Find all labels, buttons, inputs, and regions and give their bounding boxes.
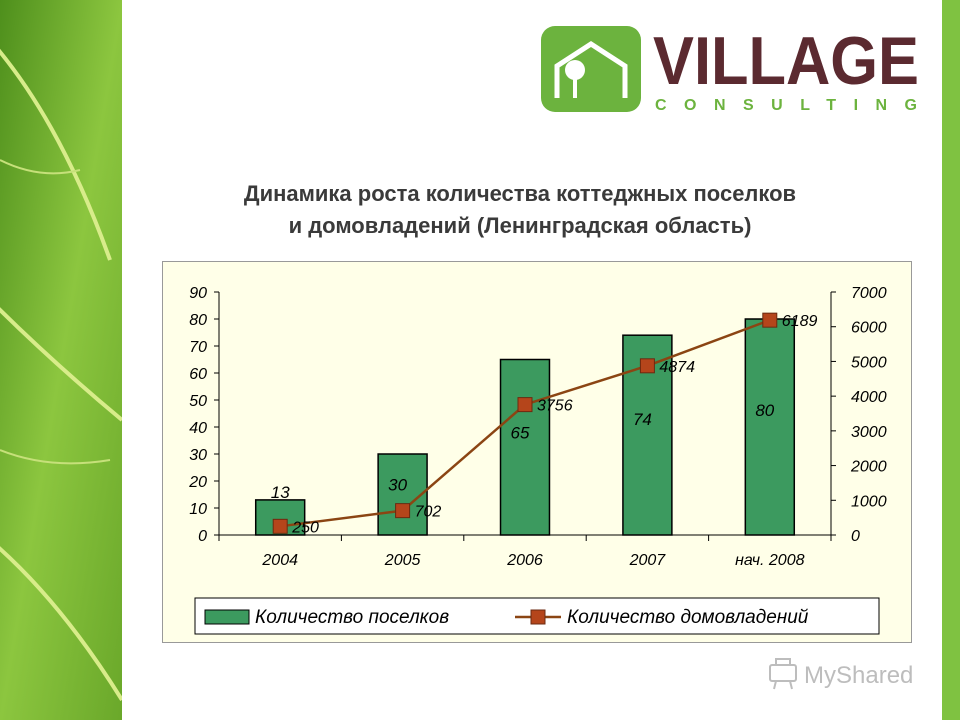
chart-panel: 0 10 20 30 40 50 60 70 80 90 0 1000 2000 3000 4000 5000… [162,261,912,643]
right-tick-label: 3000 [851,424,887,441]
left-tick-label: 90 [189,285,207,302]
line-value-label: 702 [415,504,442,521]
left-tick-label: 70 [189,339,207,356]
right-tick-label: 6000 [851,320,887,337]
watermark-text: MyShared [804,662,913,689]
line-value-label: 250 [291,519,319,536]
right-tick-label: 2000 [850,459,887,476]
brand-subtitle: CONSULTING [655,97,917,114]
left-tick-label: 0 [198,528,207,545]
x-category-label: 2005 [384,552,421,569]
left-tick-label: 40 [189,420,207,437]
bar-value-label: 74 [633,410,652,429]
left-tick-label: 10 [189,501,207,518]
logo-badge [541,26,641,112]
brand-name: VILLAGE [653,26,919,99]
bar [377,453,428,536]
x-category-label: 2007 [629,552,667,569]
leaf-background-image [0,0,122,720]
legend-label-line: Количество домовладений [567,607,809,628]
right-tick-label: 4000 [851,389,887,406]
bar-value-label: 80 [755,401,774,420]
left-tick-label: 20 [188,474,207,491]
bar [499,358,551,536]
slide-title-line-1: Динамика роста количества коттеджных пос… [243,181,797,206]
line-marker [517,397,533,413]
left-tick-label: 30 [189,447,207,464]
line-marker [272,518,288,534]
right-tick-label: 1000 [851,493,887,510]
legend-marker [530,609,546,625]
x-category-label: нач. 2008 [735,552,805,569]
watermark: MyShared [769,658,913,690]
line-value-label: 3756 [537,398,573,415]
x-category-label: 2004 [261,552,298,569]
bar-value-label: 30 [388,475,407,494]
right-tick-label: 5000 [851,354,887,371]
line-value-label: 4874 [659,359,695,376]
x-category-label: 2006 [506,552,543,569]
line-value-label: 6189 [782,313,818,330]
right-tick-label: 0 [851,528,860,545]
right-tick-label: 7000 [851,285,887,302]
left-tick-label: 60 [189,366,207,383]
line-marker [639,358,655,374]
projector-icon [769,658,797,690]
bar-value-label: 65 [511,423,530,442]
village-consulting-logo: VILLAGE CONSULTING [541,26,919,114]
combo-chart: 0 10 20 30 40 50 60 70 80 90 0 1000 2000 3000 4000 5000… [188,285,887,635]
line-marker [395,503,411,519]
bar [744,318,796,536]
left-tick-label: 50 [189,393,207,410]
slide-title-line-2: и домовладений (Ленинградская область) [288,213,752,238]
legend-box [194,597,880,635]
line-marker [762,312,778,328]
bar-value-label: 13 [271,483,290,502]
left-tick-label: 80 [189,312,207,329]
right-accent-strip [942,0,960,720]
legend-swatch-bars [204,609,250,625]
legend-label-bars: Количество поселков [255,607,449,628]
